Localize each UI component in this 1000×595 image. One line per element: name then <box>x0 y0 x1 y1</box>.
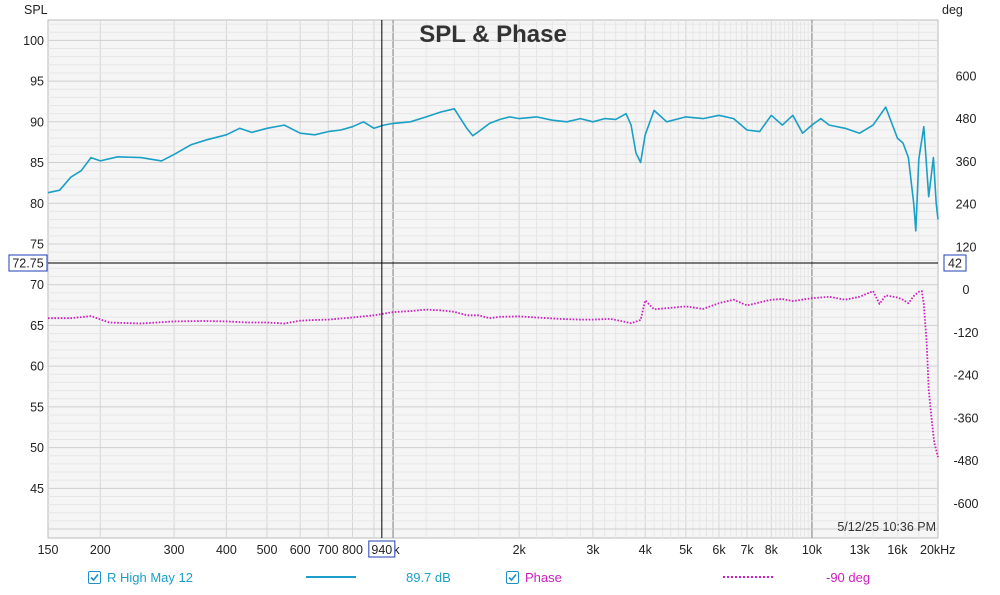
left-tick-label: 55 <box>30 400 44 414</box>
chart-title: SPL & Phase <box>419 21 567 48</box>
phase-series-line <box>48 290 939 458</box>
left-tick-label: 60 <box>30 360 44 374</box>
plot-area <box>47 19 939 539</box>
phase-legend-label: Phase <box>525 569 562 585</box>
left-tick-label: 50 <box>30 441 44 455</box>
legend-spl-toggle[interactable]: R High May 12 <box>88 566 193 588</box>
x-tick-label: 200 <box>90 543 111 557</box>
legend-spl-swatch <box>306 566 356 588</box>
right-tick-label: -480 <box>953 454 978 468</box>
x-tick-label: 16k <box>887 543 908 557</box>
cursor-spl-label: 72.75 <box>12 257 43 271</box>
right-tick-label: 120 <box>956 240 977 254</box>
right-tick-label: -360 <box>953 411 978 425</box>
x-axis-ticks: 1502003004005006007008001k2k3k4k5k6k7k8k… <box>38 543 956 557</box>
right-tick-label: 480 <box>956 112 977 126</box>
cursor-freq-box <box>368 540 396 558</box>
left-tick-label: 95 <box>30 75 44 89</box>
right-tick-label: 600 <box>956 69 977 83</box>
legend-phase-value: -90 deg <box>826 566 870 588</box>
phase-line-swatch <box>723 576 773 578</box>
spl-readout: 89.7 dB <box>406 569 451 585</box>
cursor[interactable]: 72.75 42 940 <box>8 20 967 558</box>
spl-checkbox[interactable] <box>88 570 101 584</box>
right-tick-label: 360 <box>956 155 977 169</box>
right-tick-label: -600 <box>953 497 978 511</box>
x-tick-label: 300 <box>164 543 185 557</box>
right-tick-label: 240 <box>956 198 977 212</box>
right-axis-ticks: -600 -480 -360 -240 -120 0 120 240 360 480 600 <box>953 69 978 511</box>
spl-line-swatch <box>306 576 356 578</box>
x-tick-label: 13k <box>850 543 871 557</box>
legend-phase-toggle[interactable]: Phase <box>506 566 562 588</box>
right-tick-label: -240 <box>953 369 978 383</box>
x-tick-label: 8k <box>765 543 779 557</box>
grid-lines <box>48 20 938 538</box>
x-tick-label: 3k <box>586 543 600 557</box>
phase-readout: -90 deg <box>826 569 871 585</box>
spl-legend-label: R High May 12 <box>107 569 193 585</box>
cursor-spl-box <box>8 254 48 272</box>
right-tick-label: 0 <box>963 283 970 297</box>
x-tick-label: 150 <box>38 543 59 557</box>
left-tick-label: 75 <box>30 237 44 251</box>
x-tick-label: 5k <box>679 543 693 557</box>
left-axis-unit: SPL <box>24 3 48 17</box>
right-axis-unit: deg <box>942 3 963 17</box>
left-tick-label: 85 <box>30 156 44 170</box>
x-tick-label: 20kHz <box>920 543 955 557</box>
right-tick-label: -120 <box>953 326 978 340</box>
x-tick-label: 7k <box>740 543 754 557</box>
legend-phase-swatch <box>723 566 773 588</box>
phase-checkbox[interactable] <box>506 570 519 584</box>
cursor-deg-box <box>943 254 967 272</box>
x-tick-label: 500 <box>257 543 278 557</box>
x-tick-label: 4k <box>639 543 653 557</box>
x-tick-label: 600 <box>290 543 311 557</box>
left-tick-label: 80 <box>30 197 44 211</box>
spl-series-line <box>47 106 939 232</box>
x-tick-label: 6k <box>712 543 726 557</box>
left-tick-label: 65 <box>30 319 44 333</box>
left-tick-label: 90 <box>30 115 44 129</box>
x-tick-label: 400 <box>216 543 237 557</box>
timestamp: 5/12/25 10:36 PM <box>837 520 936 534</box>
left-axis-ticks: 45 50 55 60 65 70 75 80 85 90 95 100 <box>23 34 44 496</box>
x-tick-label: 700 <box>318 543 339 557</box>
x-tick-label: 2k <box>513 543 527 557</box>
left-tick-label: 45 <box>30 482 44 496</box>
left-tick-label: 100 <box>23 34 44 48</box>
cursor-freq-label: 940 <box>371 543 392 557</box>
legend-spl-value: 89.7 dB <box>406 566 451 588</box>
left-tick-label: 70 <box>30 278 44 292</box>
series-layer <box>47 106 939 458</box>
cursor-deg-label: 42 <box>948 257 962 271</box>
x-tick-label: 10k <box>802 543 823 557</box>
x-tick-label: 800 <box>342 543 363 557</box>
